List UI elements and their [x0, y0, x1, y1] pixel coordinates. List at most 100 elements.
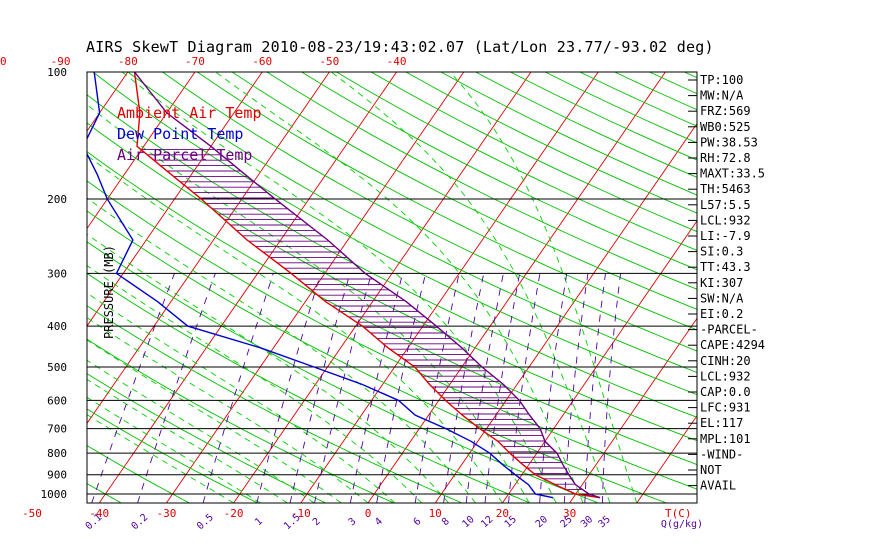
stability-index: LCL:932	[700, 213, 751, 227]
mixing-ratio-label: 12	[479, 514, 495, 530]
stability-index: EI:0.2	[700, 307, 743, 321]
mixing-ratio-label: 0.2	[130, 512, 151, 532]
dry-adiabat-line	[87, 445, 190, 503]
stability-index: MPL:101	[700, 432, 751, 446]
dry-adiabat-line	[87, 151, 697, 466]
x-axis-label: T(C)	[665, 507, 692, 520]
bottom-temp-tick-label: 0	[365, 507, 372, 520]
stability-index: NOT	[700, 463, 722, 477]
stability-index: TH:5463	[700, 182, 751, 196]
stability-index: CAPE:4294	[700, 338, 765, 352]
stability-index: RH:72.8	[700, 151, 751, 165]
moist-adiabat-line	[449, 72, 638, 503]
isotherm-line	[569, 317, 697, 503]
stability-index: -WIND-	[700, 447, 743, 461]
mixing-ratio-label: 3	[347, 516, 359, 528]
stability-index: TT:43.3	[700, 260, 751, 274]
moist-adiabat-line	[331, 72, 611, 503]
dry-adiabat-line	[266, 72, 697, 290]
stability-index: SI:0.3	[700, 245, 743, 259]
mixing-ratio-line	[376, 273, 427, 503]
isotherm-line	[87, 72, 196, 230]
dry-adiabat-line	[475, 72, 697, 178]
bottom-temp-tick-label: -10	[291, 507, 311, 520]
mixing-ratio-label: 35	[597, 514, 613, 530]
stability-index: -PARCEL-	[700, 323, 758, 337]
moist-adiabat-line	[87, 378, 288, 503]
moist-adiabat-line	[215, 72, 584, 503]
dry-adiabat-line	[197, 72, 697, 331]
bottom-temp-tick-label: 20	[496, 507, 509, 520]
isotherm-line	[434, 122, 697, 503]
dry-adiabat-line	[823, 72, 870, 503]
stability-index: LI:-7.9	[700, 229, 751, 243]
pressure-tick-label: 700	[47, 423, 67, 436]
stability-index: PW:38.53	[700, 135, 758, 149]
isotherm-line	[367, 72, 666, 503]
pressure-tick-label: 800	[47, 447, 67, 460]
bottom-temp-tick-label: -30	[156, 507, 176, 520]
stability-index: LFC:931	[700, 401, 751, 415]
moist-adiabat-line	[87, 197, 476, 503]
moist-adiabat-line	[87, 292, 396, 503]
mixing-ratio-label: 2	[311, 516, 323, 528]
isotherm-line	[636, 414, 697, 503]
mixing-ratio-line	[91, 273, 175, 503]
moist-adiabat-line	[87, 414, 234, 503]
stability-index: KI:307	[700, 276, 743, 290]
mixing-ratio-line	[349, 273, 404, 503]
stability-index: L57:5.5	[700, 198, 751, 212]
top-temp-tick-label: -70	[185, 55, 205, 68]
dry-adiabat-line	[92, 72, 697, 396]
dry-adiabat-line	[87, 241, 599, 503]
ambient-temp-line	[133, 72, 601, 499]
isotherm-line	[87, 72, 263, 327]
stability-index: CINH:20	[700, 354, 751, 368]
dry-adiabat-line	[87, 210, 667, 503]
pressure-tick-label: 900	[47, 469, 67, 482]
stability-index: LCL:932	[700, 369, 751, 383]
dry-adiabat-line	[231, 72, 697, 310]
pressure-tick-label: 400	[47, 320, 67, 333]
mixing-ratio-line	[584, 273, 606, 503]
stability-index: FRZ:569	[700, 104, 751, 118]
mixing-ratio-label: 1	[253, 516, 265, 528]
mixing-ratio-line	[465, 273, 504, 503]
pressure-tick-label: 200	[47, 193, 67, 206]
dry-adiabat-line	[405, 72, 697, 214]
dry-adiabat-line	[87, 305, 463, 503]
top-temp-tick-label: -40	[387, 55, 407, 68]
top-temp-tick-label: -100	[0, 55, 7, 68]
pressure-tick-label: 300	[47, 267, 67, 280]
bottom-temp-tick-label: -20	[224, 507, 244, 520]
mixing-ratio-line	[202, 273, 274, 503]
dry-adiabat-line	[87, 122, 697, 442]
mixing-ratio-line	[314, 273, 372, 503]
isotherm-line	[98, 72, 397, 503]
mixing-ratio-line	[539, 273, 568, 503]
dry-adiabat-line	[87, 272, 531, 503]
mixing-ratio-line	[256, 273, 322, 503]
dry-adiabat-line	[301, 72, 697, 271]
mixing-ratio-label: 4	[373, 516, 385, 528]
mixing-ratio-unit-label: Q(g/kg)	[661, 519, 703, 530]
legend-entry: Air Parcel Temp	[117, 146, 252, 164]
top-temp-tick-label: -90	[51, 55, 71, 68]
moist-adiabat-line	[87, 317, 369, 503]
stability-index: AVAIL	[700, 479, 736, 493]
isotherm-line	[166, 72, 465, 503]
stability-index: MAXT:33.5	[700, 167, 765, 181]
dewpoint-temp-line	[87, 72, 554, 499]
moist-adiabat-line	[87, 233, 449, 503]
stability-index: MW:N/A	[700, 89, 744, 103]
pressure-tick-label: 500	[47, 361, 67, 374]
mixing-ratio-label: 20	[534, 514, 550, 530]
plot-frame	[86, 71, 698, 504]
isotherm-line	[771, 72, 870, 503]
stability-index: EL:117	[700, 416, 743, 430]
chart-title: AIRS SkewT Diagram 2010-08-23/19:43:02.0…	[86, 38, 714, 56]
mixing-ratio-line	[414, 273, 460, 503]
legend-entry: Ambient Air Temp	[117, 104, 262, 122]
mixing-ratio-label: 6	[412, 516, 424, 528]
